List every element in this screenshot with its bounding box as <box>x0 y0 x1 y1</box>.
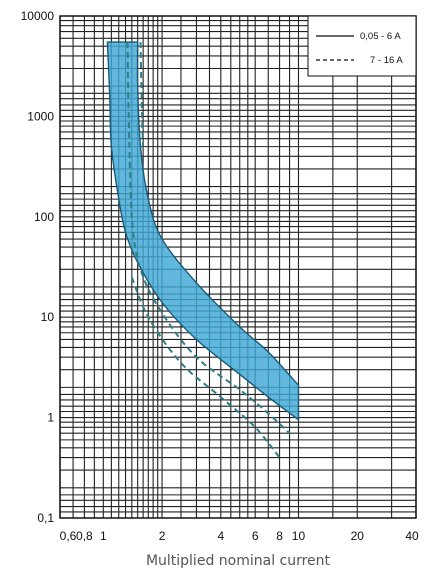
dashed-curves <box>126 42 291 459</box>
x-tick-label: 8 <box>276 529 283 543</box>
legend-label-solid: 0,05 - 6 A <box>360 31 401 42</box>
x-axis-label: Multiplied nominal current <box>145 553 331 569</box>
x-tick-label: 1 <box>100 529 107 543</box>
y-tick-label: 10 <box>41 310 55 324</box>
x-tick-label: 6 <box>252 529 259 543</box>
x-tick-label: 2 <box>159 529 166 543</box>
x-tick-label: 40 <box>405 529 419 543</box>
x-tick-label: 20 <box>351 529 365 543</box>
dashed-curve <box>130 276 281 459</box>
band-area <box>106 41 300 422</box>
y-tick-label: 1 <box>47 411 54 425</box>
plot-frame <box>59 15 417 519</box>
y-tick-label: 0,1 <box>37 511 54 525</box>
x-tick-labels: 0,6 0,8 1 2 4 6 8 10 20 40 <box>60 529 419 543</box>
legend-label-dashed: 7 - 16 A <box>370 55 403 66</box>
legend-box <box>307 15 417 77</box>
x-tick-label: 0,8 <box>76 529 93 543</box>
dashed-curve <box>126 42 291 434</box>
y-tick-label: 1000 <box>27 109 54 123</box>
x-tick-label: 0,6 <box>60 529 77 543</box>
y-tick-label: 10000 <box>21 9 55 23</box>
dashed-curve <box>139 42 145 147</box>
y-tick-label: 100 <box>34 210 54 224</box>
y-tick-labels: 0,1 1 10 100 1000 10000 <box>21 9 55 525</box>
band-fill <box>106 41 300 422</box>
x-tick-label: 10 <box>292 529 306 543</box>
legend: 0,05 - 6 A 7 - 16 A <box>307 15 417 77</box>
x-tick-label: 4 <box>217 529 224 543</box>
